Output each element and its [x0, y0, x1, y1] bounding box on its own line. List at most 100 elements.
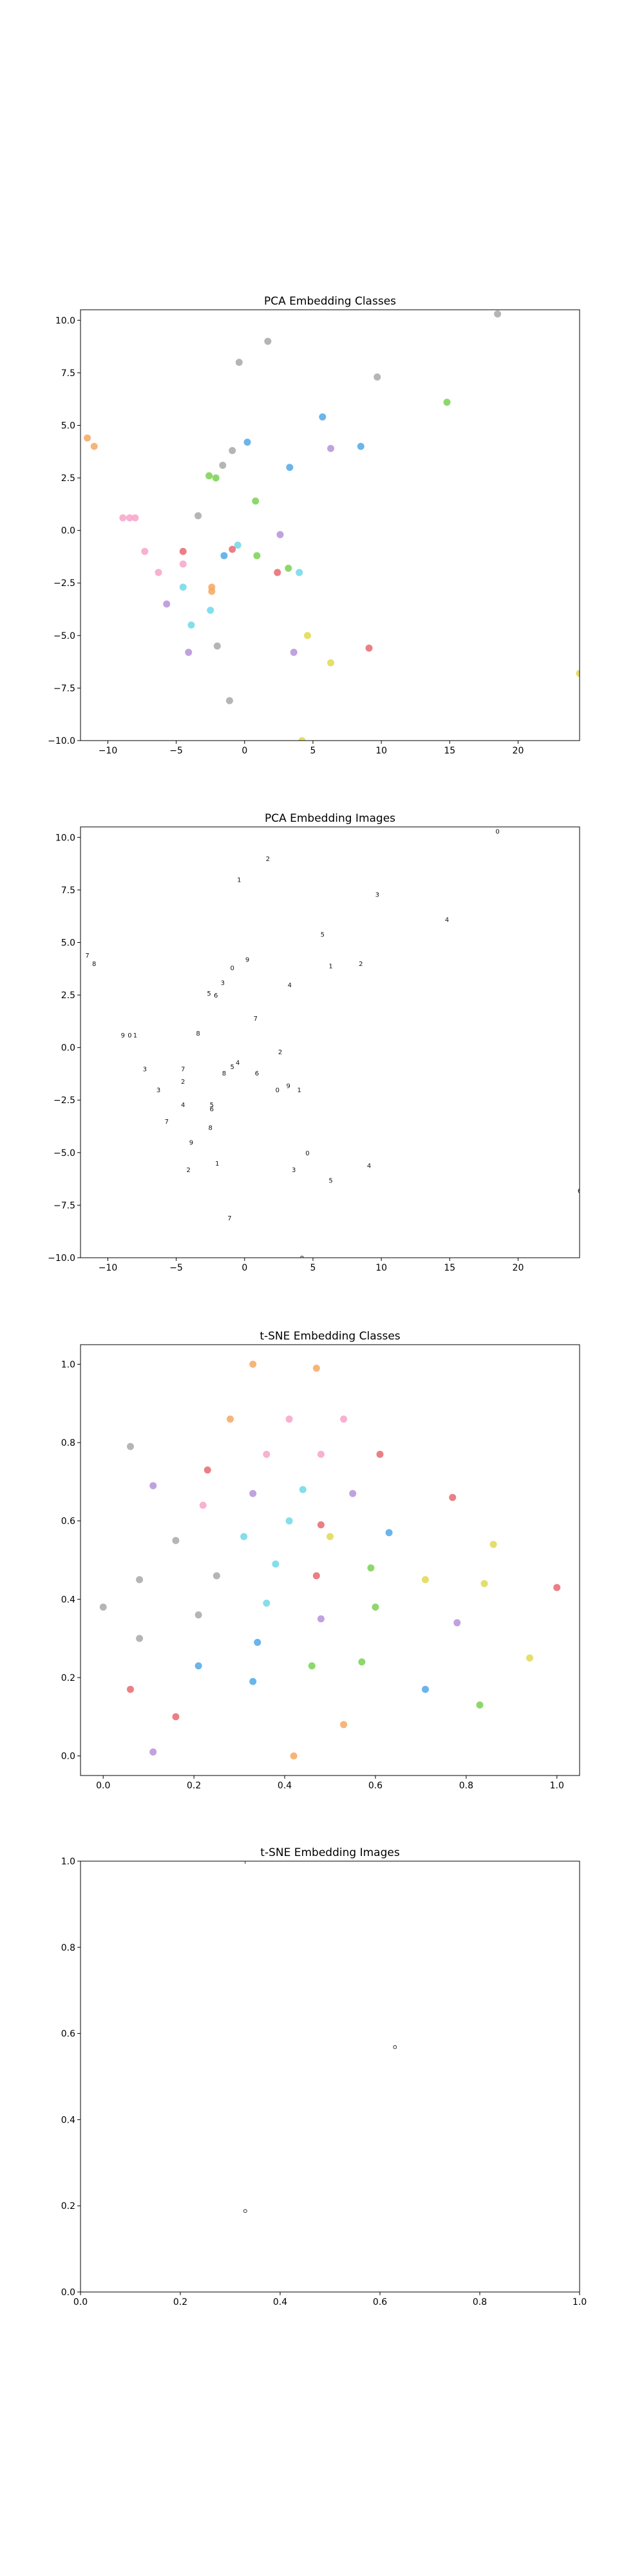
data-point	[208, 587, 216, 595]
digit-thumbnail: 3	[375, 891, 379, 898]
axes-frame	[80, 309, 580, 741]
data-point	[489, 1540, 497, 1548]
digit-thumbnail: 5	[207, 990, 211, 998]
digit-thumbnail: 5	[230, 1064, 234, 1071]
data-point	[229, 545, 236, 553]
y-tick-label: 5.0	[61, 421, 75, 431]
data-point	[449, 1493, 457, 1501]
data-point	[126, 514, 133, 522]
digit-thumbnail: 7	[181, 1066, 185, 1073]
x-tick-label: 0.8	[459, 1781, 473, 1791]
data-point	[179, 583, 187, 591]
data-point	[365, 644, 373, 652]
y-tick-label: 7.5	[61, 886, 75, 896]
data-point	[376, 1450, 384, 1458]
data-point	[149, 1748, 157, 1756]
data-point	[219, 461, 227, 469]
data-point	[443, 399, 451, 406]
digit-thumbnail: 8	[92, 961, 96, 968]
y-tick-label: 0.2	[61, 2201, 75, 2211]
digit-thumbnail: 1	[298, 1087, 301, 1094]
digit-thumbnail: 4	[181, 1102, 185, 1109]
digit-thumbnail: 8	[196, 1030, 200, 1037]
y-tick-label: −7.5	[53, 1200, 75, 1211]
y-tick-label: 0.6	[61, 1517, 75, 1527]
x-tick-label: 0.2	[173, 2297, 187, 2307]
digit-thumbnail: 9	[121, 1032, 125, 1039]
axes-frame	[80, 1861, 580, 2293]
x-tick-label: 5	[310, 746, 316, 756]
data-point	[340, 1416, 348, 1423]
y-tick-label: 7.5	[61, 368, 75, 379]
digit-thumbnail: 3	[156, 1087, 160, 1094]
digit-thumbnail: 3	[143, 1066, 147, 1073]
axes-frame	[80, 1344, 580, 1776]
digit-thumbnail: 3	[292, 1167, 296, 1174]
data-point	[476, 1701, 484, 1709]
data-point	[131, 514, 139, 522]
data-point	[249, 1490, 257, 1497]
data-point	[421, 1576, 429, 1584]
data-point	[243, 439, 251, 446]
data-point	[90, 442, 98, 450]
x-tick-label: 10	[375, 746, 387, 756]
digit-thumbnail: 7	[165, 1119, 169, 1126]
digit-thumbnail: 4	[445, 917, 449, 924]
data-point	[127, 1685, 134, 1693]
data-point	[285, 1416, 293, 1423]
x-tick-label: 5	[310, 1263, 316, 1273]
y-tick-label: 2.5	[61, 473, 75, 484]
digit-thumbnail: 2	[266, 856, 270, 863]
y-tick-label: −10.0	[48, 736, 75, 746]
x-tick-label: 0	[242, 746, 247, 756]
data-point	[194, 1662, 202, 1670]
digit-thumbnail: 6	[255, 1070, 259, 1077]
x-tick-label: 1.0	[550, 1781, 564, 1791]
y-tick-label: 0.0	[61, 1752, 75, 1762]
data-point	[421, 1685, 429, 1693]
digit-thumbnail: 0	[128, 1032, 131, 1039]
y-tick-label: −10.0	[48, 1253, 75, 1264]
y-tick-label: 1.0	[61, 1857, 75, 1867]
data-point	[194, 1611, 202, 1619]
data-point	[327, 659, 335, 667]
digit-thumbnail: 5	[210, 1102, 214, 1109]
data-point	[349, 1490, 357, 1497]
data-point	[357, 442, 365, 450]
y-tick-label: 0.4	[61, 1595, 75, 1605]
x-tick-label: 15	[444, 746, 455, 756]
y-tick-label: −2.5	[53, 578, 75, 589]
digit-thumbnail: 5	[321, 931, 325, 938]
data-point	[298, 737, 306, 741]
data-point	[263, 1450, 270, 1458]
y-tick-label: −2.5	[53, 1095, 75, 1106]
chart-title: t-SNE Embedding Images	[260, 1846, 400, 1859]
x-tick-label: 10	[375, 1263, 387, 1273]
y-tick-label: −5.0	[53, 1148, 75, 1159]
x-tick-label: 0.0	[96, 1781, 110, 1791]
digit-thumbnail: 2	[359, 961, 363, 968]
x-tick-label: 0.4	[273, 2297, 287, 2307]
digit-thumbnail: 1	[237, 877, 241, 884]
data-point	[319, 413, 327, 421]
y-tick-label: 0.0	[61, 2287, 75, 2298]
y-tick-label: 2.5	[61, 990, 75, 1001]
data-point	[494, 310, 502, 318]
digit-thumbnail: 5	[328, 1177, 332, 1184]
x-tick-label: 15	[444, 1263, 455, 1273]
x-tick-label: 0	[242, 1263, 247, 1273]
digit-thumbnail: 1	[133, 1032, 137, 1039]
chart-title: t-SNE Embedding Classes	[260, 1330, 400, 1343]
data-point	[240, 1533, 248, 1540]
digit-thumbnail: 9	[287, 1083, 290, 1090]
data-point	[253, 552, 261, 560]
data-point	[199, 1501, 207, 1509]
y-tick-label: 0.2	[61, 1673, 75, 1683]
data-point	[263, 1599, 270, 1607]
data-point	[225, 697, 233, 705]
data-point	[274, 569, 281, 576]
data-point	[220, 552, 228, 560]
y-tick-label: 0.4	[61, 2115, 75, 2125]
y-tick-label: 1.0	[61, 1359, 75, 1370]
